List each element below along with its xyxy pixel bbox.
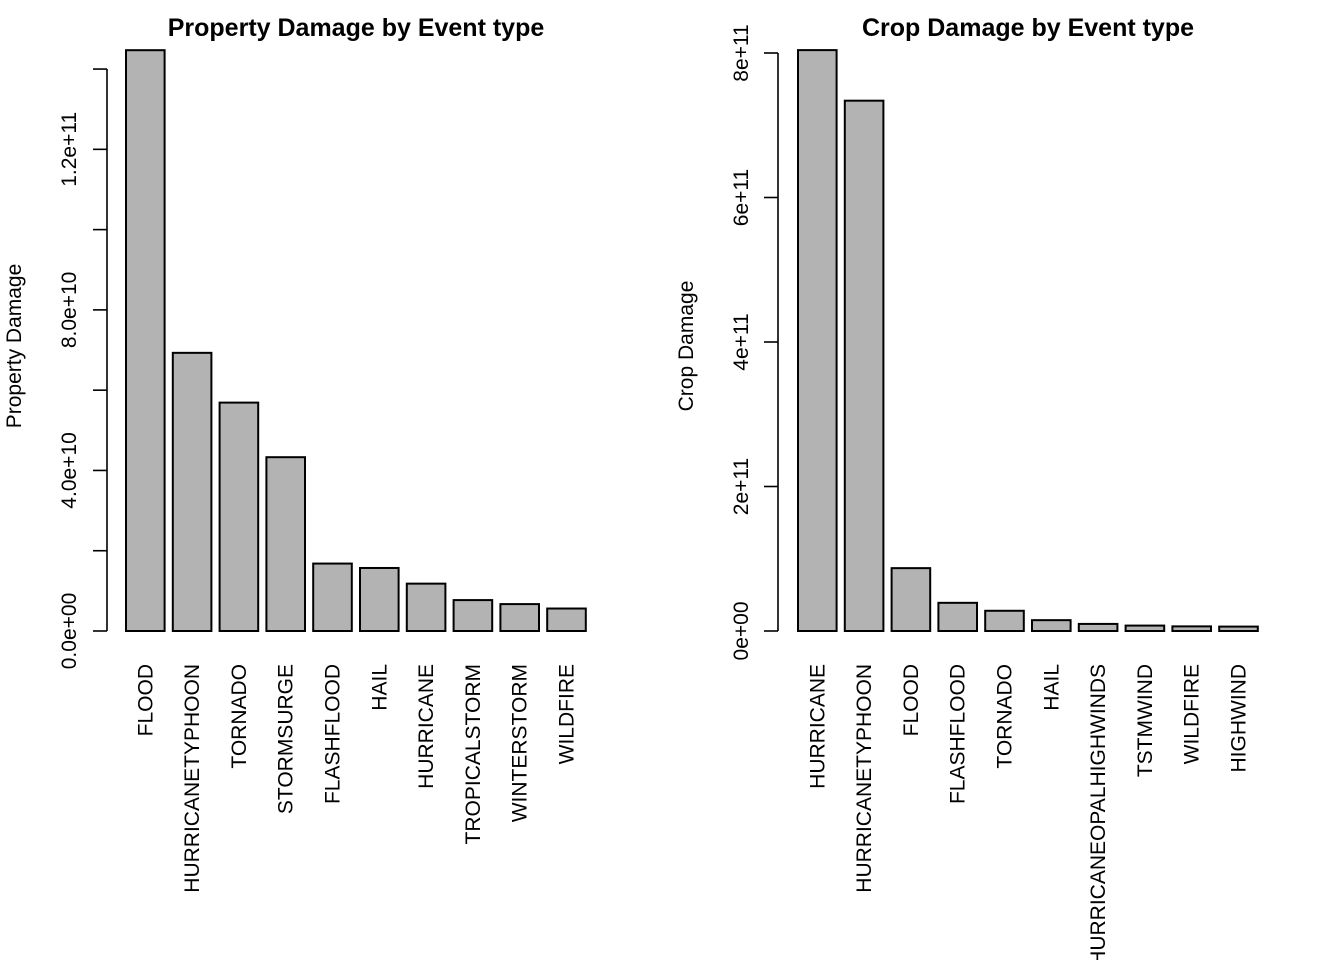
x-category-label: TSTMWIND — [1134, 664, 1157, 777]
chart-title: Crop Damage by Event type — [862, 14, 1194, 42]
y-tick-label: 2e+11 — [730, 458, 753, 515]
x-category-label: HIGHWIND — [1228, 664, 1251, 773]
y-axis: 0e+00 2e+11 4e+11 6e+11 8e+11 — [730, 24, 779, 661]
bar — [265, 456, 306, 632]
x-category-label: FLASHFLOOD — [322, 664, 345, 804]
y-axis: 0.0e+00 4.0e+10 8.0e+10 1.2e+11 — [58, 68, 108, 670]
x-category-label: FLOOD — [134, 664, 157, 736]
bar — [1124, 624, 1166, 632]
bar — [405, 582, 447, 632]
y-tick-label: 4e+11 — [730, 313, 753, 370]
bar — [1031, 619, 1072, 632]
bar — [984, 609, 1025, 633]
bar — [125, 49, 166, 632]
x-category-label: TORNADO — [994, 664, 1017, 769]
x-category-label: STORMSURGE — [275, 664, 298, 814]
bars — [797, 49, 1259, 633]
bar — [1077, 622, 1119, 632]
bar — [218, 401, 260, 632]
bar — [1171, 625, 1213, 632]
x-category-label: FLOOD — [900, 664, 923, 736]
chart-title: Property Damage by Event type — [168, 14, 545, 42]
x-category-label: HURRICANETYPHOON — [853, 664, 876, 893]
y-tick-label: 8e+11 — [730, 24, 753, 81]
bar — [171, 351, 213, 632]
bar — [312, 562, 353, 632]
y-tick-label: 8.0e+10 — [58, 272, 81, 349]
y-tick-label: 6e+11 — [730, 169, 753, 226]
bar — [797, 49, 838, 633]
y-axis-label: Property Damage — [3, 264, 26, 429]
bar — [843, 99, 885, 632]
x-category-label: HURRICANETYPHOON — [181, 664, 204, 893]
x-category-label: WILDFIRE — [556, 664, 579, 764]
x-category-label: FLASHFLOOD — [947, 664, 970, 804]
property-damage-chart: Property Damage by Event type Property D… — [3, 14, 587, 893]
y-tick-label: 0.0e+00 — [58, 593, 81, 670]
bar — [499, 603, 540, 632]
bar — [452, 599, 494, 633]
y-tick-label: 1.2e+11 — [58, 112, 81, 187]
bar — [546, 607, 587, 632]
x-category-label: TROPICALSTORM — [462, 664, 485, 844]
x-category-label: WINTERSTORM — [509, 664, 532, 822]
bar — [937, 601, 979, 633]
category-labels: FLOOD HURRICANETYPHOON TORNADO STORMSURGE FL… — [134, 664, 578, 893]
bar — [1218, 625, 1259, 633]
category-labels: HURRICANE HURRICANETYPHOON FLOOD FLASHFLOOD… — [806, 664, 1250, 960]
x-category-label: HURRICANEOPALHIGHWINDS — [1087, 664, 1110, 960]
bars — [125, 49, 587, 633]
y-axis-label: Crop Damage — [675, 281, 698, 412]
x-category-label: HAIL — [1040, 664, 1063, 711]
x-category-label: TORNADO — [228, 664, 251, 769]
bar — [359, 566, 400, 632]
x-category-label: WILDFIRE — [1181, 664, 1204, 764]
crop-damage-chart: Crop Damage by Event type Crop Damage 0e… — [675, 14, 1259, 960]
x-category-label: HURRICANE — [415, 664, 438, 789]
bar — [890, 567, 932, 633]
x-category-label: HAIL — [368, 664, 391, 711]
y-tick-label: 4.0e+10 — [58, 432, 81, 509]
y-tick-label: 0e+00 — [730, 602, 753, 661]
x-category-label: HURRICANE — [806, 664, 829, 789]
